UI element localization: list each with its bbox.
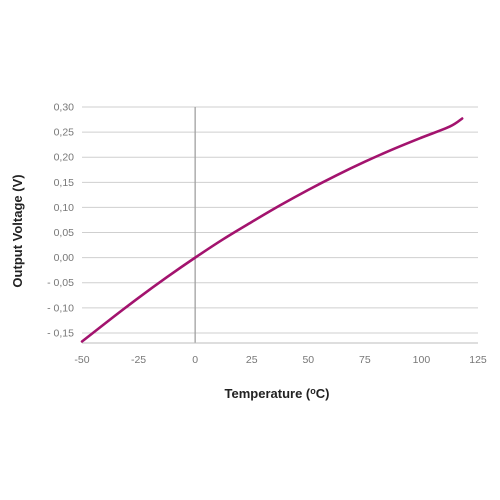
- series-layer: [80, 117, 464, 343]
- y-tick-label: - 0,15: [47, 327, 74, 339]
- x-tick-label: 25: [246, 354, 258, 366]
- x-tick-labels: -50 -25 0 25 50 75 100 125: [74, 354, 487, 366]
- y-tick-label: 0,20: [54, 152, 75, 164]
- y-tick-label: 0,05: [54, 227, 75, 239]
- x-tick-label: 75: [359, 354, 371, 366]
- series-line: [80, 117, 464, 343]
- y-tick-label: 0,15: [54, 177, 75, 189]
- x-axis-title-superscript: o: [310, 386, 316, 396]
- x-tick-label: 125: [469, 354, 487, 366]
- y-tick-label: 0,00: [54, 252, 75, 264]
- y-tick-label: - 0,05: [47, 277, 74, 289]
- y-tick-label: 0,10: [54, 202, 75, 214]
- x-tick-label: -25: [131, 354, 146, 366]
- x-tick-label: 0: [192, 354, 198, 366]
- x-tick-label: -50: [74, 354, 89, 366]
- x-tick-label: 50: [302, 354, 314, 366]
- y-tick-label: 0,30: [54, 102, 75, 114]
- y-tick-labels: 0,30 0,25 0,20 0,15 0,10 0,05 0,00 - 0,05 - 0,10…: [47, 102, 74, 340]
- y-tick-label: - 0,10: [47, 302, 74, 314]
- y-tick-label: 0,25: [54, 127, 75, 139]
- grid-layer: [82, 106, 478, 344]
- y-axis-title: Output Voltage (V): [10, 174, 25, 287]
- x-axis-title: Temperature (oC): [225, 386, 330, 401]
- x-tick-label: 100: [413, 354, 431, 366]
- x-axis-title-unit: C): [316, 386, 330, 401]
